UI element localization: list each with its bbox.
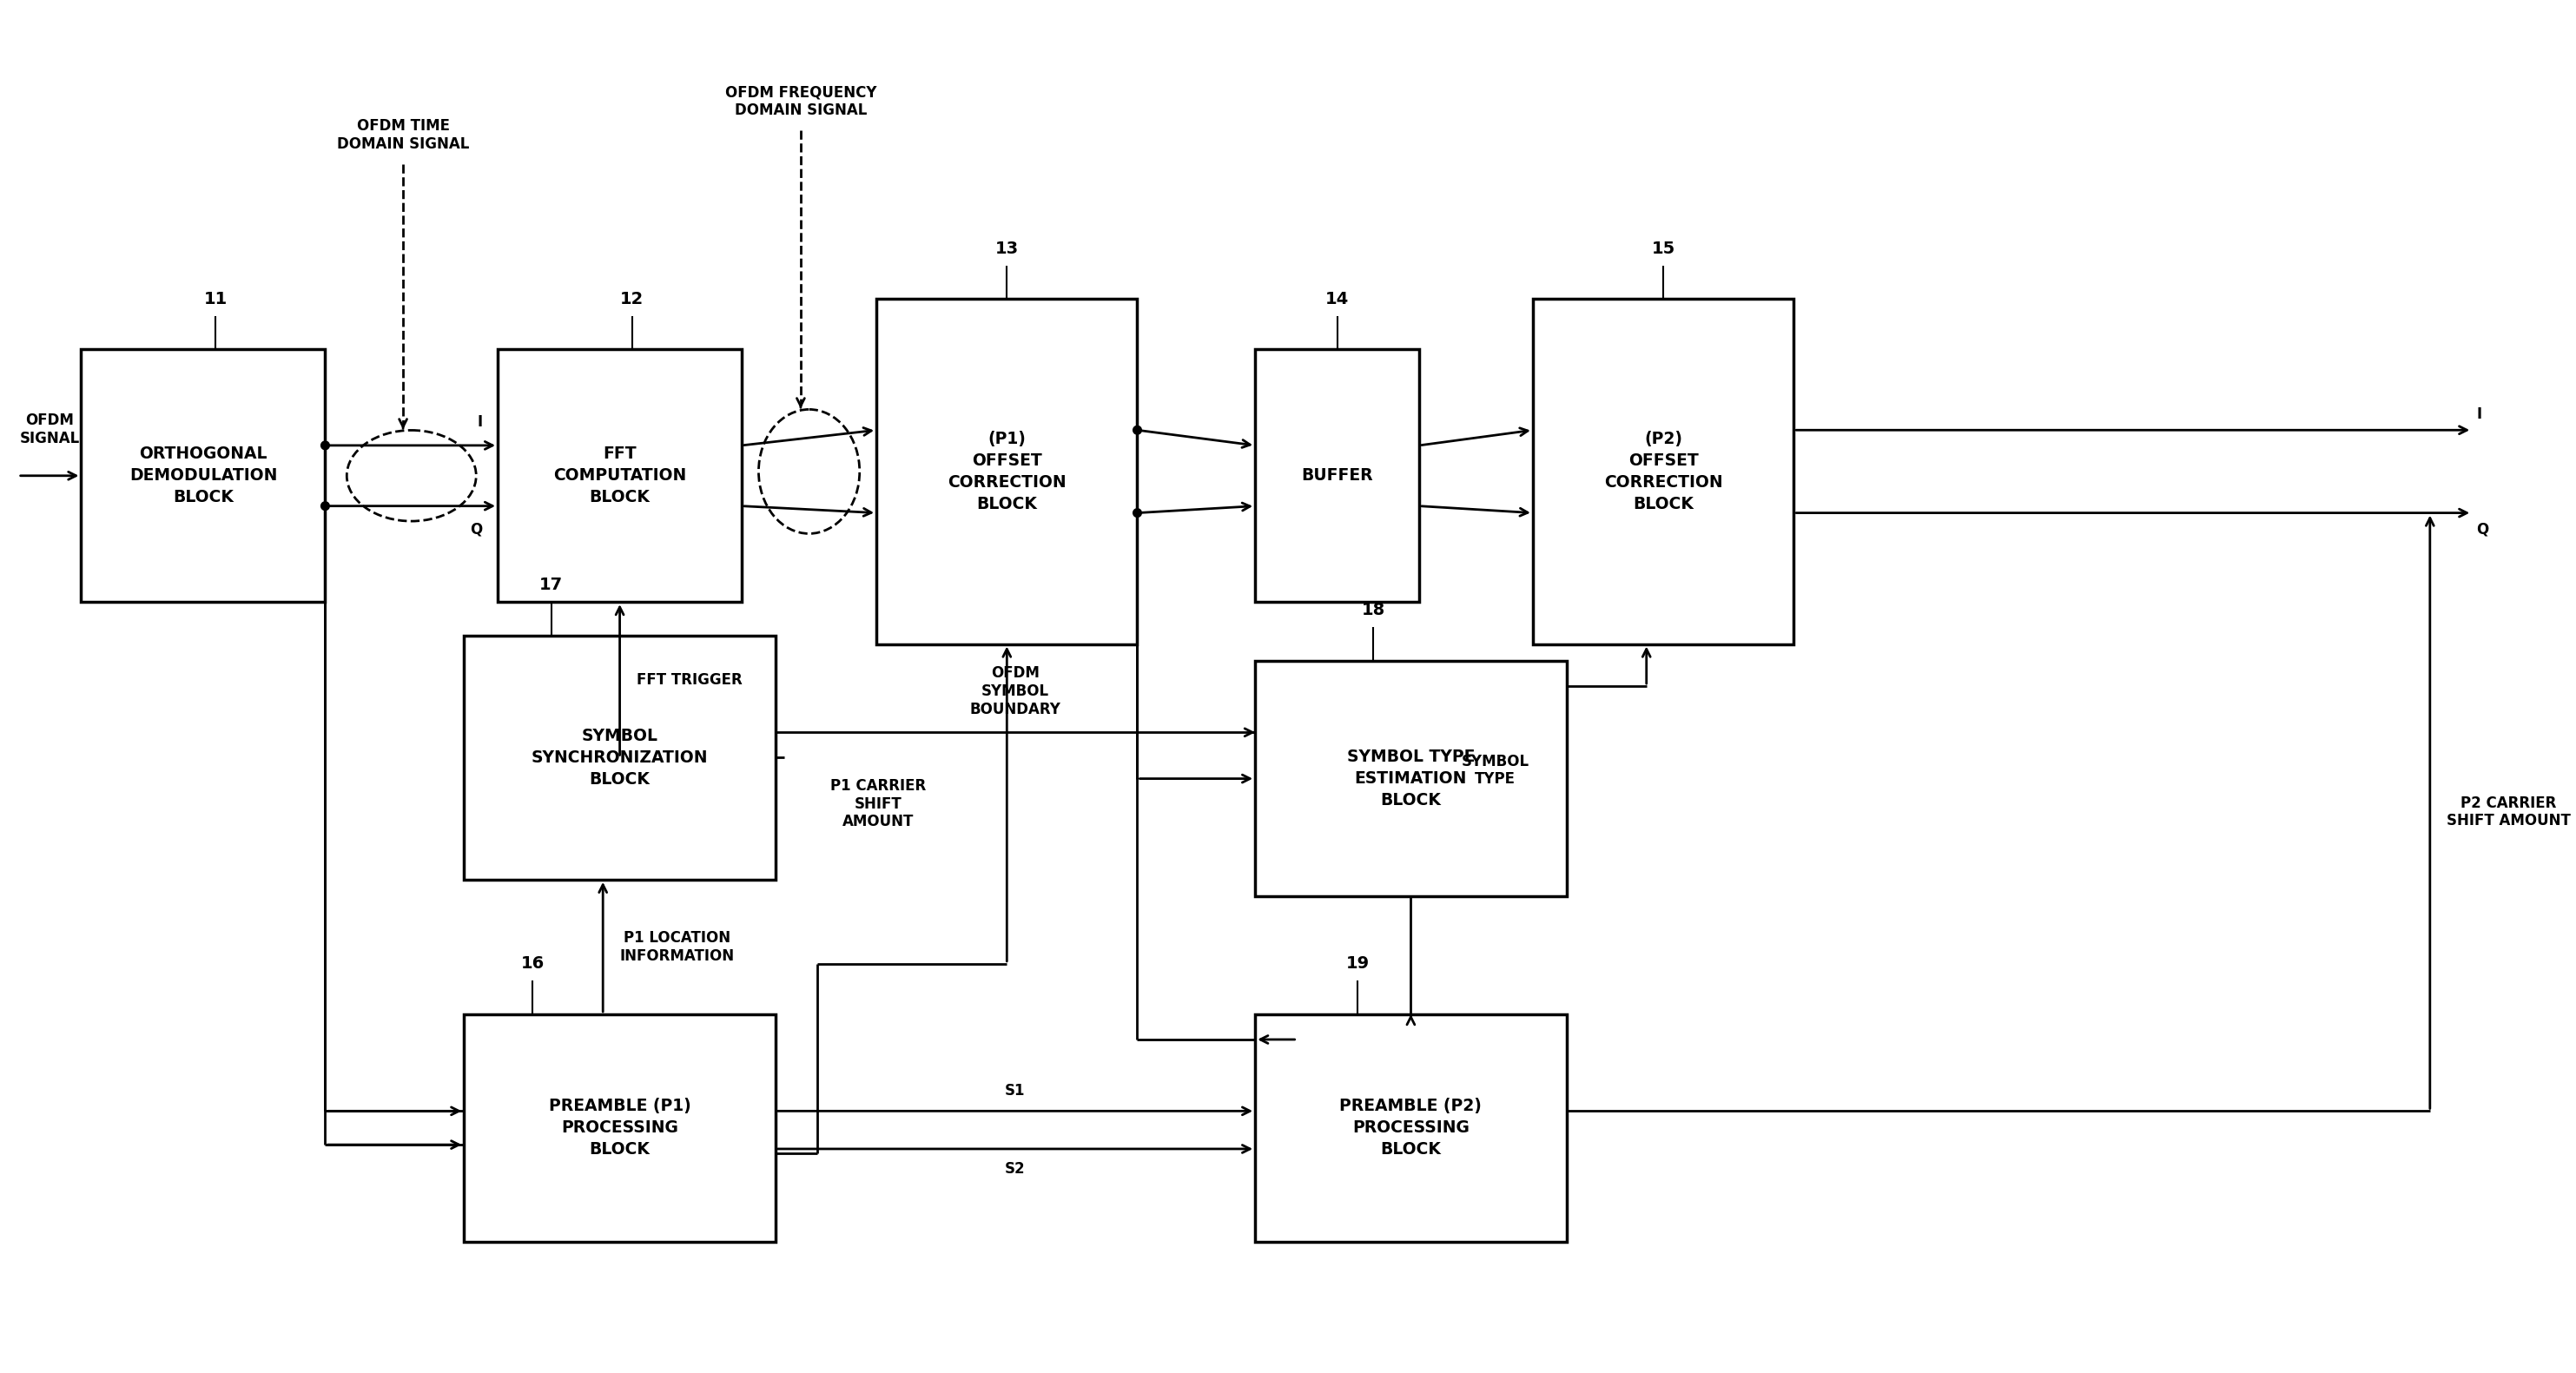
FancyBboxPatch shape <box>1255 350 1419 601</box>
Text: 19: 19 <box>1347 956 1370 972</box>
Text: PREAMBLE (P2)
PROCESSING
BLOCK: PREAMBLE (P2) PROCESSING BLOCK <box>1340 1098 1481 1157</box>
Text: FFT
COMPUTATION
BLOCK: FFT COMPUTATION BLOCK <box>554 446 685 505</box>
Text: ORTHOGONAL
DEMODULATION
BLOCK: ORTHOGONAL DEMODULATION BLOCK <box>129 446 278 505</box>
Text: FFT TRIGGER: FFT TRIGGER <box>636 671 742 688</box>
Text: SYMBOL
SYNCHRONIZATION
BLOCK: SYMBOL SYNCHRONIZATION BLOCK <box>531 728 708 788</box>
Text: P1 LOCATION
INFORMATION: P1 LOCATION INFORMATION <box>621 930 734 964</box>
Text: 16: 16 <box>520 956 544 972</box>
FancyBboxPatch shape <box>82 350 325 601</box>
Text: OFDM
SYMBOL
BOUNDARY: OFDM SYMBOL BOUNDARY <box>969 666 1061 717</box>
Text: 17: 17 <box>538 577 564 593</box>
Text: SYMBOL
TYPE: SYMBOL TYPE <box>1461 754 1530 787</box>
FancyBboxPatch shape <box>1255 1015 1566 1241</box>
Text: BUFFER: BUFFER <box>1301 467 1373 483</box>
FancyBboxPatch shape <box>464 1015 775 1241</box>
Text: I: I <box>477 415 482 430</box>
Text: Q: Q <box>471 522 482 537</box>
Text: 14: 14 <box>1324 291 1350 308</box>
Text: 13: 13 <box>994 240 1018 257</box>
FancyBboxPatch shape <box>876 299 1139 644</box>
Circle shape <box>1133 426 1141 434</box>
Text: 18: 18 <box>1363 603 1386 619</box>
Text: P1 CARRIER
SHIFT
AMOUNT: P1 CARRIER SHIFT AMOUNT <box>829 778 925 829</box>
Text: I: I <box>2476 406 2481 422</box>
Text: P2 CARRIER
SHIFT AMOUNT: P2 CARRIER SHIFT AMOUNT <box>2447 795 2571 829</box>
Text: 12: 12 <box>621 291 644 308</box>
FancyBboxPatch shape <box>1533 299 1793 644</box>
Text: PREAMBLE (P1)
PROCESSING
BLOCK: PREAMBLE (P1) PROCESSING BLOCK <box>549 1098 690 1157</box>
FancyBboxPatch shape <box>1255 660 1566 897</box>
Text: 11: 11 <box>204 291 227 308</box>
Text: OFDM TIME
DOMAIN SIGNAL: OFDM TIME DOMAIN SIGNAL <box>337 118 469 152</box>
Text: Q: Q <box>2476 522 2488 537</box>
Circle shape <box>322 441 330 449</box>
Text: S1: S1 <box>1005 1083 1025 1098</box>
Text: OFDM FREQUENCY
DOMAIN SIGNAL: OFDM FREQUENCY DOMAIN SIGNAL <box>724 84 876 118</box>
FancyBboxPatch shape <box>464 636 775 880</box>
FancyBboxPatch shape <box>497 350 742 601</box>
Text: (P1)
OFFSET
CORRECTION
BLOCK: (P1) OFFSET CORRECTION BLOCK <box>948 431 1066 512</box>
Text: 15: 15 <box>1651 240 1674 257</box>
Circle shape <box>322 501 330 511</box>
Text: (P2)
OFFSET
CORRECTION
BLOCK: (P2) OFFSET CORRECTION BLOCK <box>1605 431 1723 512</box>
Text: S2: S2 <box>1005 1162 1025 1177</box>
Text: SYMBOL TYPE
ESTIMATION
BLOCK: SYMBOL TYPE ESTIMATION BLOCK <box>1347 748 1476 809</box>
Circle shape <box>1133 508 1141 518</box>
Text: OFDM
SIGNAL: OFDM SIGNAL <box>21 412 80 446</box>
